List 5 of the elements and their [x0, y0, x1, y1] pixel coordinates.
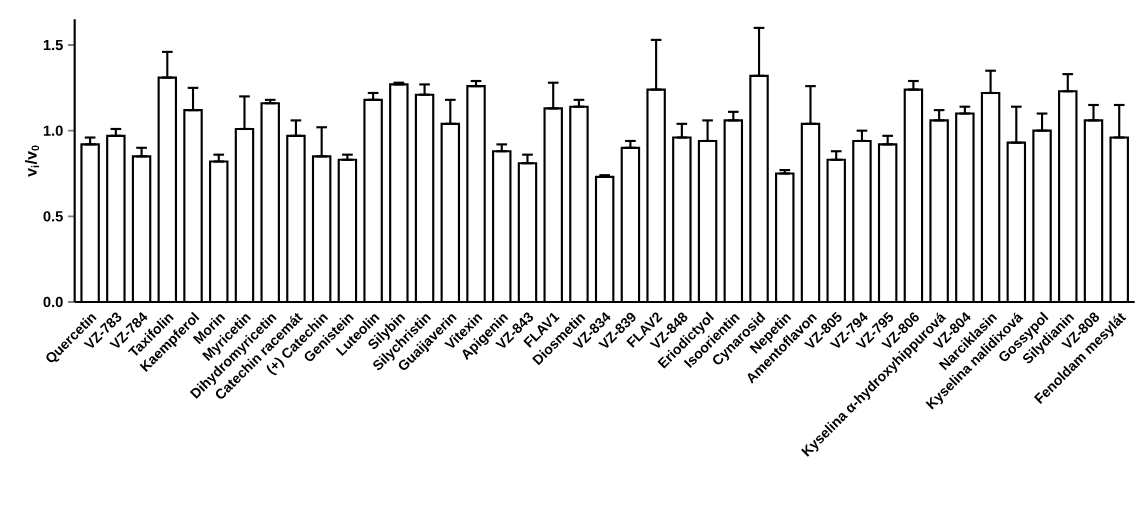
- y-tick-label: 0.5: [43, 211, 63, 222]
- y-tick-label: 1.5: [43, 39, 63, 51]
- y-tick-label: 1.0: [43, 125, 63, 136]
- y-tick-label: 0.0: [43, 296, 63, 308]
- y-axis-title: v$_{i}$/v$_{0}$: [25, 145, 40, 177]
